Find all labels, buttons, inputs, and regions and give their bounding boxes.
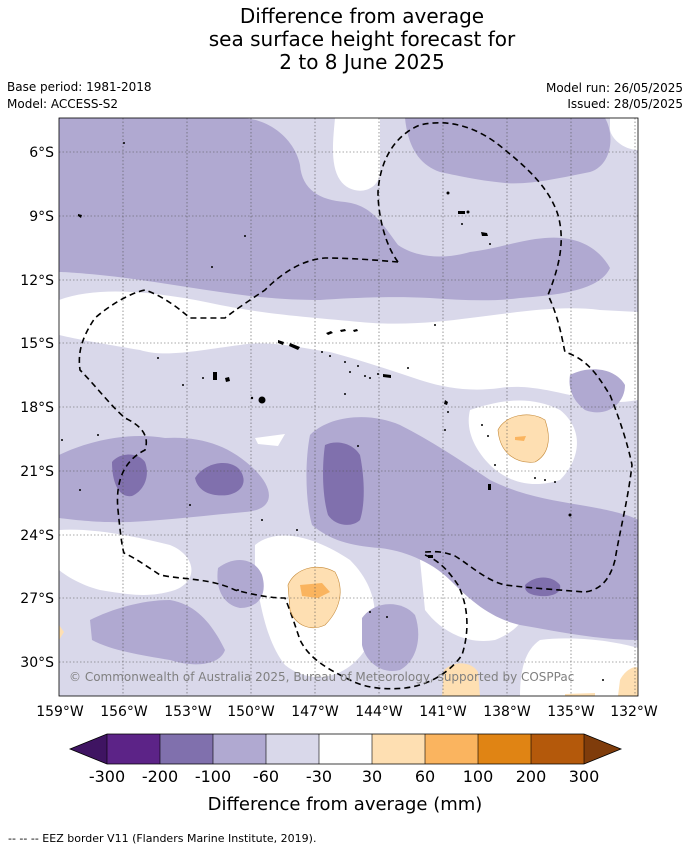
lat-label: 18°S: [20, 400, 54, 416]
lon-label: 141°W: [419, 704, 467, 720]
colorbar-tick: 30: [362, 767, 382, 786]
lat-label: 12°S: [20, 273, 54, 289]
eez-footnote: -- -- -- EEZ border V11 (Flanders Marine…: [8, 832, 317, 845]
colorbar-tick: 100: [463, 767, 494, 786]
colorbar-under: [70, 734, 107, 764]
issued-date: Issued: 28/05/2025: [567, 97, 683, 111]
lon-label: 135°W: [547, 704, 595, 720]
copyright-credit: © Commonwealth of Australia 2025, Bureau…: [69, 670, 574, 684]
eez-borders: [78, 122, 633, 690]
colorbar-swatch: [478, 734, 531, 764]
colorbar-tick: 60: [415, 767, 435, 786]
lat-label: 27°S: [20, 591, 54, 607]
lat-label: 9°S: [29, 209, 54, 225]
title-line-1: Difference from average: [239, 4, 485, 28]
colorbar-over: [584, 734, 621, 764]
lat-label: 24°S: [20, 528, 54, 544]
positive-contours: [287, 414, 549, 629]
colorbar-tick: -200: [142, 767, 178, 786]
lon-label: 138°W: [483, 704, 531, 720]
longitude-labels: 159°W 156°W 153°W 150°W 147°W 144°W 141°…: [36, 704, 658, 720]
contour-fills: [59, 118, 638, 696]
colorbar-tick: -30: [306, 767, 332, 786]
latitude-labels: 6°S 9°S 12°S 15°S 18°S 21°S 24°S 27°S 30…: [20, 145, 54, 671]
title-line-2: sea surface height forecast for: [208, 27, 516, 51]
colorbar-swatch: [213, 734, 266, 764]
colorbar-swatch: [372, 734, 425, 764]
islands: [61, 142, 604, 681]
lon-label: 132°W: [610, 704, 658, 720]
colorbar-swatch: [319, 734, 372, 764]
lon-label: 153°W: [164, 704, 212, 720]
colorbar-tick: -300: [89, 767, 125, 786]
lon-label: 159°W: [36, 704, 84, 720]
model-run: Model run: 26/05/2025: [545, 81, 683, 95]
lon-label: 150°W: [227, 704, 275, 720]
lat-label: 21°S: [20, 464, 54, 480]
lon-label: 147°W: [291, 704, 339, 720]
title-line-3: 2 to 8 June 2025: [279, 50, 445, 74]
colorbar-title: Difference from average (mm): [207, 794, 483, 815]
colorbar-swatch: [160, 734, 213, 764]
base-period: Base period: 1981-2018: [7, 80, 152, 94]
colorbar-tick: -60: [253, 767, 279, 786]
colorbar-tick: -100: [195, 767, 231, 786]
lon-label: 156°W: [100, 704, 148, 720]
colorbar-swatch: [107, 734, 160, 764]
lat-label: 6°S: [29, 145, 54, 161]
colorbar-swatch: [531, 734, 584, 764]
colorbar-swatch: [425, 734, 478, 764]
lat-label: 15°S: [20, 336, 54, 352]
lon-label: 144°W: [355, 704, 403, 720]
model-name: Model: ACCESS-S2: [7, 97, 119, 111]
map-frame: [58, 117, 639, 697]
colorbar-swatch: [266, 734, 319, 764]
lat-label: 30°S: [20, 655, 54, 671]
forecast-map: © Commonwealth of Australia 2025, Bureau…: [20, 117, 658, 786]
colorbar-tick: 300: [569, 767, 600, 786]
colorbar: -300 -200 -100 -60 -30 30 60 100 200 300: [68, 733, 623, 786]
colorbar-tick: 200: [516, 767, 547, 786]
